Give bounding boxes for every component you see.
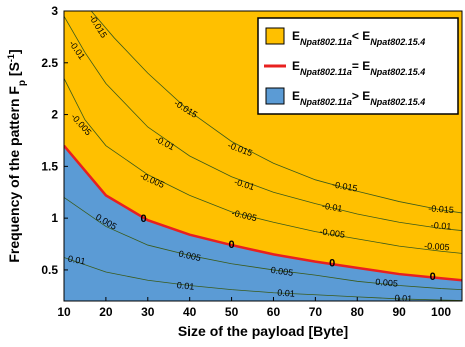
- contour-label: 0.005: [375, 277, 398, 289]
- legend-text-part: E: [362, 89, 370, 103]
- y-tick-label: 0.5: [41, 263, 58, 277]
- x-tick-label: 70: [309, 305, 323, 319]
- y-tick-label: 1: [51, 211, 58, 225]
- contour-line-2: [64, 78, 462, 254]
- y-axis-label: Frequency of the pattern Fp [S-1]: [6, 49, 28, 262]
- legend-entry-label: ENpat802.11a> ENpat802.15.4: [292, 89, 425, 107]
- x-tick-label: 30: [141, 305, 155, 319]
- legend-text-part: Npat802.15.4: [370, 97, 425, 107]
- y-tick-label: 3: [51, 4, 58, 18]
- x-tick-label: 80: [351, 305, 365, 319]
- x-tick-label: 60: [267, 305, 281, 319]
- zero-contour-label: 0: [141, 213, 147, 225]
- contour-label: 0.01: [394, 293, 412, 304]
- zero-contour-label: 0: [229, 239, 235, 251]
- boundary-line: [64, 144, 462, 282]
- zero-contour-label: 0: [430, 271, 436, 283]
- legend-text-part: <: [352, 29, 362, 43]
- legend-entry-label: ENpat802.11a< ENpat802.15.4: [292, 29, 425, 47]
- x-tick-label: 50: [225, 305, 239, 319]
- x-tick-label: 100: [431, 305, 451, 319]
- y-axis-label-part: -1: [6, 54, 16, 62]
- legend-text-part: Npat802.11a: [300, 37, 352, 47]
- contour-label: 0.01: [277, 288, 295, 299]
- contour-label: 0.005: [270, 265, 294, 278]
- legend-patch-swatch: [265, 27, 285, 45]
- contour-line-4: [64, 257, 462, 301]
- contour-line-1: [64, 15, 462, 231]
- legend-text-part: Npat802.11a: [300, 67, 352, 77]
- contour-label: 0.01: [176, 280, 194, 292]
- y-axis-label-part: [S: [6, 62, 22, 80]
- contour-label: 0.01: [67, 254, 86, 267]
- x-tick-label: 20: [99, 305, 113, 319]
- contour-label: -0.015: [428, 203, 454, 215]
- plot-frame: [63, 10, 463, 302]
- x-tick-label: 10: [57, 305, 71, 319]
- contour-label: -0.015: [331, 179, 358, 193]
- legend-text-part: E: [292, 89, 300, 103]
- legend-entry-label: ENpat802.11a= ENpat802.15.4: [292, 59, 425, 77]
- lower-region: [64, 145, 462, 301]
- contour-label: -0.01: [431, 220, 452, 231]
- zero-contour-label: 0: [329, 258, 335, 270]
- legend-text-part: E: [292, 29, 300, 43]
- y-axis-label-part: ]: [6, 49, 22, 54]
- legend-text-part: E: [362, 29, 370, 43]
- legend-text-part: Npat802.11a: [300, 97, 352, 107]
- legend-box: [257, 17, 459, 115]
- contour-label: -0.005: [424, 241, 450, 253]
- contour-line-0: [90, 11, 462, 214]
- legend-text-part: E: [292, 59, 300, 73]
- y-tick-label: 2.5: [41, 56, 58, 70]
- legend-patch-swatch: [265, 87, 285, 105]
- legend-text-part: >: [352, 89, 362, 103]
- y-axis-label-part: Frequency of the pattern F: [6, 86, 22, 263]
- contour-label: -0.01: [321, 201, 343, 214]
- contour-line-3: [64, 197, 462, 291]
- legend-text-part: Npat802.15.4: [370, 67, 425, 77]
- contour-label: 0.005: [178, 249, 202, 263]
- legend-text-part: Npat802.15.4: [370, 37, 425, 47]
- legend-text-part: E: [362, 59, 370, 73]
- y-axis-label-part: p: [17, 80, 28, 86]
- y-tick-label: 1.5: [41, 159, 58, 173]
- contour-label: -0.005: [319, 226, 346, 239]
- x-tick-label: 40: [183, 305, 197, 319]
- x-tick-label: 90: [392, 305, 406, 319]
- y-tick-label: 2: [51, 108, 58, 122]
- x-axis-label: Size of the payload [Byte]: [178, 323, 348, 339]
- legend-text-part: =: [352, 59, 362, 73]
